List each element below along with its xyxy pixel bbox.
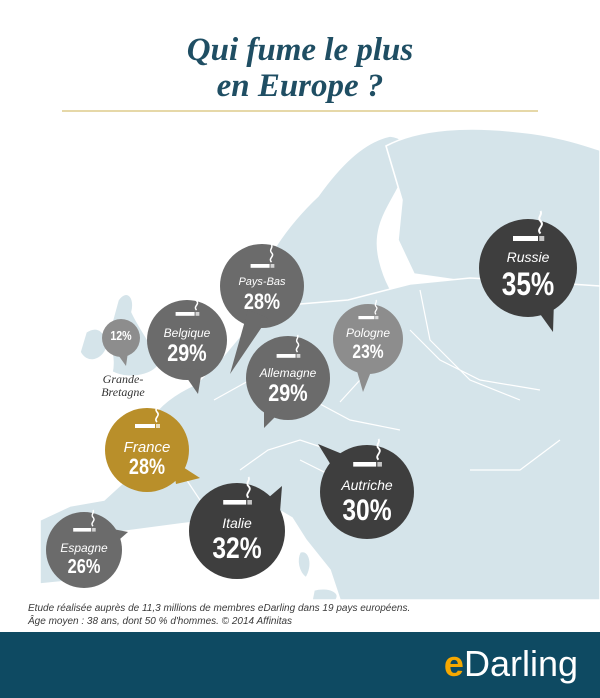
bubble-russie-circle xyxy=(479,219,577,317)
label-russie: Russie xyxy=(506,249,550,265)
page-title-line-1: Qui fume le plus xyxy=(186,32,414,68)
bubble-espagne xyxy=(46,512,128,588)
label-autriche: Autriche xyxy=(341,477,393,493)
bubble-italie-tail xyxy=(268,486,282,512)
cigarette-smoke-icon xyxy=(135,403,160,428)
land-sardinia xyxy=(297,550,312,580)
bubble-espagne-tail xyxy=(108,528,128,546)
bubble-autriche-tail xyxy=(318,444,352,470)
value-grande-bretagne: 12% xyxy=(110,328,132,343)
bubble-france-circle xyxy=(105,408,189,492)
cigarette-smoke-icon xyxy=(353,438,382,467)
label-grande-bretagne-line-1: Grande- xyxy=(102,372,144,386)
cigarette-smoke-icon xyxy=(276,334,301,358)
value-belgique: 29% xyxy=(167,340,207,367)
label-pays-bas: Pays-Bas xyxy=(238,276,286,288)
bubble-russie xyxy=(479,219,577,332)
page-title-line-2: en Europe ? xyxy=(216,68,384,104)
footnote-line-1: Etude réalisée auprès de 11,3 millions d… xyxy=(28,603,411,614)
bubble-espagne-circle xyxy=(46,512,122,588)
bubble-france-tail xyxy=(172,460,200,484)
bubble-pologne-tail xyxy=(355,364,374,392)
value-allemagne: 29% xyxy=(268,380,308,407)
bubble-pays-bas-tail xyxy=(230,310,268,374)
bubble-russie-tail xyxy=(530,300,554,332)
label-france: France xyxy=(123,439,171,456)
brand-logo-e: e xyxy=(443,643,464,684)
label-pologne: Pologne xyxy=(345,326,391,340)
value-autriche: 30% xyxy=(342,494,392,527)
bubble-belgique-circle xyxy=(147,300,227,380)
brand-logo-rest: Darling xyxy=(463,643,578,684)
bubble-grande-bretagne xyxy=(102,319,140,366)
bubble-grande-bretagne-circle xyxy=(102,319,140,357)
label-italie: Italie xyxy=(222,515,252,531)
cigarette-smoke-icon xyxy=(513,210,545,241)
title-panel: Qui fume le plus en Europe ? xyxy=(62,18,538,112)
land-continent xyxy=(39,277,600,600)
bubble-pologne-circle xyxy=(333,304,403,374)
bubble-italie-circle xyxy=(189,483,285,579)
bubble-allemagne-tail xyxy=(264,396,284,428)
bubble-pologne xyxy=(333,304,403,392)
brand-logo: eDarling xyxy=(444,642,578,686)
label-grande-bretagne-line-2: Bretagne xyxy=(101,385,145,399)
bubble-grande-bretagne-tail xyxy=(116,352,128,366)
cigarette-smoke-icon xyxy=(358,299,379,320)
footer-bar: eDarling xyxy=(0,632,600,698)
land-masses xyxy=(39,128,600,600)
bubble-allemagne xyxy=(246,336,330,428)
value-pays-bas: 28% xyxy=(243,289,281,314)
bubble-pays-bas xyxy=(220,244,304,374)
cigarette-smoke-icon xyxy=(223,476,252,505)
bubble-autriche xyxy=(318,444,414,539)
cigarette-smoke-icon xyxy=(175,292,200,316)
bubble-belgique-tail xyxy=(180,368,202,394)
cigarette-icons xyxy=(73,210,545,532)
value-espagne: 26% xyxy=(67,556,101,578)
label-allemagne: Allemagne xyxy=(259,366,317,380)
land-ireland xyxy=(79,328,108,361)
value-france: 28% xyxy=(128,454,166,479)
footnote: Etude réalisée auprès de 11,3 millions d… xyxy=(28,602,588,628)
cigarette-smoke-icon xyxy=(73,509,96,532)
value-pologne: 23% xyxy=(352,342,384,363)
value-russie: 35% xyxy=(501,266,555,302)
bubble-france xyxy=(105,408,200,492)
bubble-belgique xyxy=(147,300,227,394)
footnote-line-2: Âge moyen : 38 ans, dont 50 % d'hommes. … xyxy=(28,616,293,627)
label-espagne: Espagne xyxy=(60,541,108,555)
bubble-italie xyxy=(189,483,285,579)
label-grande-bretagne: Grande- Bretagne xyxy=(88,373,158,399)
cigarette-smoke-icon xyxy=(250,244,275,268)
value-italie: 32% xyxy=(212,532,262,565)
label-belgique: Belgique xyxy=(163,326,211,340)
bubble-pays-bas-circle xyxy=(220,244,304,328)
bubble-autriche-circle xyxy=(320,445,414,539)
land-sicily xyxy=(311,587,339,600)
